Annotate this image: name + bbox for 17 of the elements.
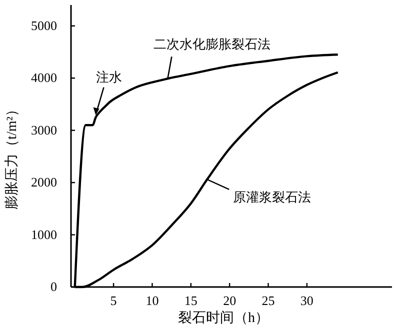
y-tick-label: 2000 — [31, 174, 57, 190]
y-tick-label: 1000 — [31, 226, 57, 242]
x-tick-label: 30 — [300, 293, 314, 308]
annotation: 注水 — [96, 69, 122, 84]
y-tick-label: 0 — [50, 279, 57, 294]
x-tick-label: 5 — [110, 293, 117, 308]
x-tick-label: 20 — [223, 293, 236, 308]
text: 原灌浆裂石法 — [233, 189, 312, 204]
y-tick-label: 3000 — [31, 122, 57, 138]
x-axis-title: 裂石时间（h） — [178, 310, 269, 326]
y-axis-title: 膨胀压力（t/m²） — [4, 102, 20, 210]
series-label: 二次水化膨胀裂石法 — [154, 36, 271, 52]
y-tick-label: 5000 — [31, 18, 57, 33]
x-tick-label: 15 — [184, 293, 198, 308]
y-tick-label: 4000 — [31, 70, 57, 86]
x-tick-label: 25 — [262, 293, 275, 308]
x-tick-label: 10 — [146, 293, 159, 308]
